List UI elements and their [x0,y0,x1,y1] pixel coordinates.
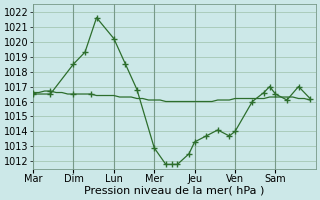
X-axis label: Pression niveau de la mer( hPa ): Pression niveau de la mer( hPa ) [84,186,265,196]
